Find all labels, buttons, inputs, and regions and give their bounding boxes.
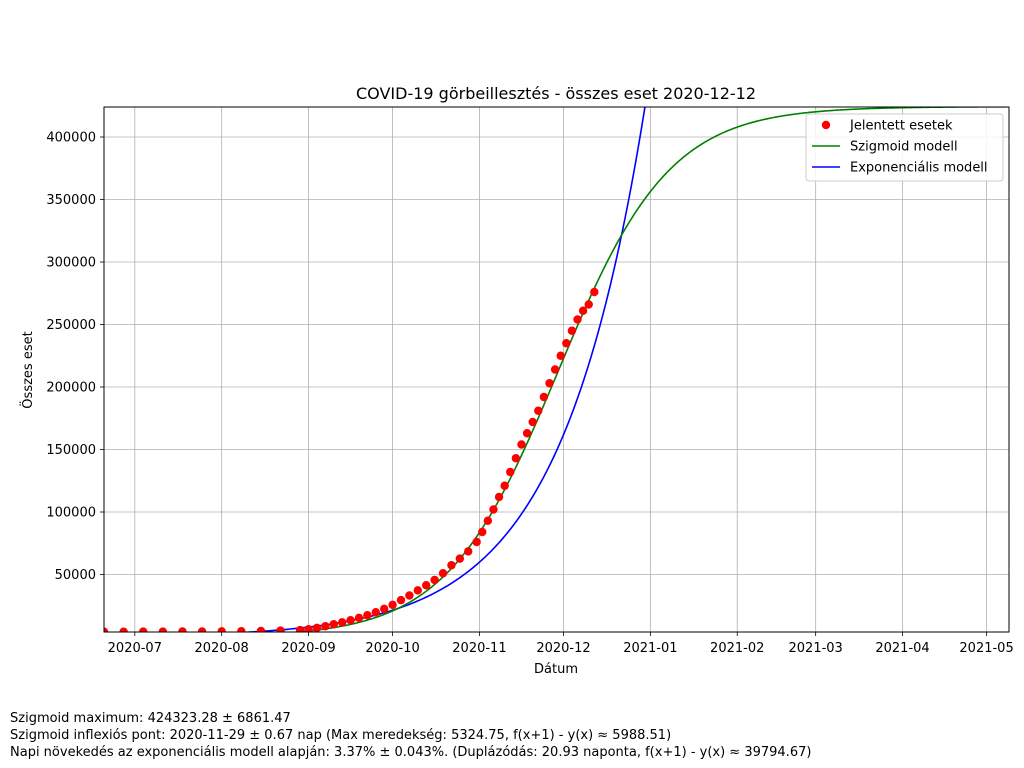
- reported-case-point: [354, 613, 364, 623]
- reported-case-point: [494, 492, 504, 502]
- curve-layer: [235, 107, 1009, 632]
- figure-background: [0, 0, 1024, 700]
- plot-frame: [103, 106, 1010, 633]
- x-tick-label: 2021-04: [875, 641, 929, 656]
- reported-case-point: [573, 315, 582, 324]
- x-tick-label: 2020-07: [108, 641, 162, 656]
- legend-label: Jelentett esetek: [849, 119, 953, 134]
- reported-case-point: [478, 527, 487, 537]
- exponential-model-line: [235, 107, 646, 632]
- reported-case-point: [556, 351, 565, 360]
- reported-case-point: [562, 339, 571, 348]
- reported-case-point: [139, 627, 148, 632]
- x-tick-label: 2020-11: [452, 641, 506, 656]
- reported-case-point: [178, 627, 187, 632]
- legend-label: Szigmoid modell: [850, 140, 958, 155]
- y-tick-label: 200000: [46, 381, 96, 396]
- legend-marker: [821, 120, 831, 130]
- reported-case-point: [464, 547, 473, 556]
- reported-case-point: [511, 454, 521, 463]
- y-tick-label: 300000: [46, 256, 96, 271]
- y-tick-label: 150000: [46, 443, 96, 458]
- x-tick-label: 2021-03: [789, 641, 843, 656]
- y-axis-label: Összes eset: [19, 331, 36, 408]
- reported-case-point: [312, 623, 322, 632]
- y-tick-label: 400000: [46, 131, 96, 146]
- reported-case-point: [413, 586, 423, 595]
- reported-case-point: [489, 505, 498, 514]
- reported-case-point: [379, 604, 389, 614]
- reported-case-point: [396, 595, 406, 605]
- x-tick-label: 2020-08: [195, 641, 249, 656]
- reported-case-point: [567, 326, 577, 335]
- reported-case-point: [256, 626, 266, 632]
- reported-case-point: [578, 306, 588, 315]
- reported-case-point: [158, 627, 168, 632]
- x-tick-label: 2020-09: [281, 641, 335, 656]
- reported-case-point: [237, 626, 246, 632]
- x-tick-label: 2020-10: [365, 641, 419, 656]
- reported-case-point: [506, 467, 515, 477]
- reported-case-point: [590, 287, 599, 297]
- legend-label: Exponenciális modell: [850, 161, 988, 176]
- tick-layer: 2020-07 2020-08 2020-09 2020-10 2020-11 2020-…: [46, 131, 1013, 657]
- x-tick-label: 2021-01: [623, 641, 677, 656]
- y-tick-label: 100000: [46, 506, 96, 521]
- x-tick-label: 2020-12: [536, 641, 590, 656]
- reported-case-point: [534, 406, 543, 415]
- stats-sigmoid-maximum: Szigmoid maximum: 424323.28 ± 6861.47: [10, 711, 291, 726]
- reported-case-point: [430, 575, 439, 585]
- reported-case-point: [321, 622, 330, 631]
- legend: Jelentett esetek Szigmoid modell Exponenci…: [805, 113, 1004, 182]
- reported-case-point: [304, 625, 313, 632]
- reported-case-point: [388, 600, 397, 610]
- y-tick-label: 350000: [46, 193, 96, 208]
- reported-case-point: [276, 626, 285, 632]
- reported-case-point: [438, 569, 448, 578]
- sigmoid-model-line: [288, 107, 1009, 632]
- x-axis-label: Dátum: [534, 662, 578, 677]
- reported-case-point: [539, 392, 549, 402]
- reported-case-point: [346, 616, 355, 625]
- reported-case-point: [329, 620, 338, 629]
- y-tick-label: 50000: [55, 568, 96, 583]
- reported-case-point: [371, 608, 380, 617]
- reported-case-point: [119, 627, 128, 632]
- reported-case-point: [363, 611, 372, 620]
- chart-title: COVID-19 görbeillesztés - összes eset 20…: [356, 84, 756, 103]
- reported-case-point: [550, 365, 560, 374]
- reported-case-point: [405, 591, 414, 600]
- reported-case-point: [422, 581, 431, 590]
- reported-case-point: [483, 516, 493, 525]
- chart: COVID-19 görbeillesztés - összes eset 20…: [0, 0, 1024, 700]
- reported-case-point: [447, 561, 456, 570]
- reported-case-point: [584, 300, 593, 309]
- reported-case-point: [197, 627, 207, 632]
- reported-case-point: [517, 440, 526, 449]
- reported-case-point: [295, 625, 305, 632]
- reported-case-point: [455, 554, 465, 563]
- point-layer: [104, 287, 599, 632]
- reported-case-point: [217, 627, 226, 632]
- stats-sigmoid-inflection: Szigmoid inflexiós pont: 2020-11-29 ± 0.…: [10, 728, 672, 743]
- x-tick-label: 2021-02: [710, 641, 764, 656]
- reported-case-point: [337, 618, 347, 627]
- reported-case-point: [500, 481, 509, 490]
- reported-case-point: [545, 379, 554, 388]
- reported-case-point: [528, 417, 537, 427]
- y-tick-label: 250000: [46, 318, 96, 333]
- x-tick-label: 2021-05: [959, 641, 1013, 656]
- reported-case-point: [522, 429, 532, 438]
- reported-case-point: [104, 627, 109, 632]
- reported-case-point: [472, 537, 481, 547]
- stats-exponential-growth: Napi növekedés az exponenciális modell a…: [10, 745, 812, 760]
- legend-box: [805, 113, 1004, 182]
